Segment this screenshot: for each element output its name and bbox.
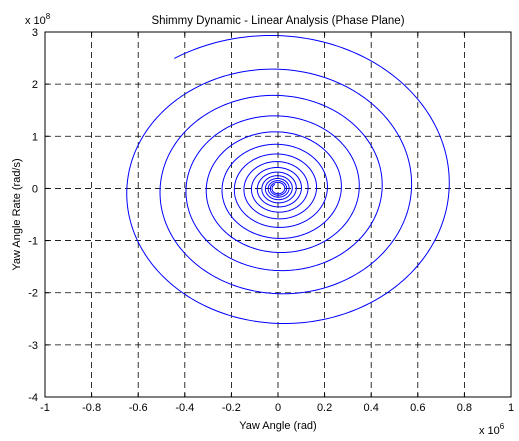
x-tick-label: 0.8 bbox=[457, 402, 472, 414]
y-tick-label: 0 bbox=[32, 183, 38, 195]
x-tick-label: -0.8 bbox=[82, 402, 101, 414]
x-axis-title: Yaw Angle (rad) bbox=[239, 420, 316, 432]
x-tick-label: -0.6 bbox=[129, 402, 148, 414]
tick-marks bbox=[44, 31, 512, 398]
chart-title: Shimmy Dynamic - Linear Analysis (Phase … bbox=[151, 15, 404, 27]
y-tick-label: -3 bbox=[28, 340, 38, 352]
y-tick-label: 3 bbox=[32, 27, 38, 39]
y-axis-title: Yaw Angle Rate (rad/s) bbox=[11, 158, 23, 270]
tick-labels: -1 -0.8 -0.6 -0.4 -0.2 0 0.2 0.4 0.6 0.8 1 -4 -3 -2 -1… bbox=[28, 27, 514, 414]
x-tick-label: -1 bbox=[40, 402, 50, 414]
y-tick-label: 2 bbox=[32, 79, 38, 91]
x-tick-label: -0.2 bbox=[222, 402, 241, 414]
y-scale-exponent: 8 bbox=[46, 12, 51, 21]
y-tick-label: -2 bbox=[28, 288, 38, 300]
y-axis-scale-label: x 108 bbox=[25, 12, 51, 27]
x-axis-scale-label: x 106 bbox=[479, 422, 505, 437]
x-scale-base: x 10 bbox=[479, 425, 500, 437]
y-tick-label: 1 bbox=[32, 131, 38, 143]
x-tick-label: 1 bbox=[508, 402, 514, 414]
x-tick-label: 0.2 bbox=[317, 402, 332, 414]
phase-plane-trajectory bbox=[126, 34, 450, 325]
x-tick-label: -0.4 bbox=[175, 402, 194, 414]
x-tick-label: 0.6 bbox=[410, 402, 425, 414]
x-scale-exponent: 6 bbox=[500, 422, 505, 431]
y-tick-label: -4 bbox=[28, 392, 38, 404]
x-tick-label: 0.4 bbox=[364, 402, 379, 414]
grid bbox=[45, 32, 511, 397]
x-tick-label: 0 bbox=[275, 402, 281, 414]
y-tick-label: -1 bbox=[28, 236, 38, 248]
y-scale-base: x 10 bbox=[25, 15, 46, 27]
series-layer bbox=[126, 34, 450, 325]
